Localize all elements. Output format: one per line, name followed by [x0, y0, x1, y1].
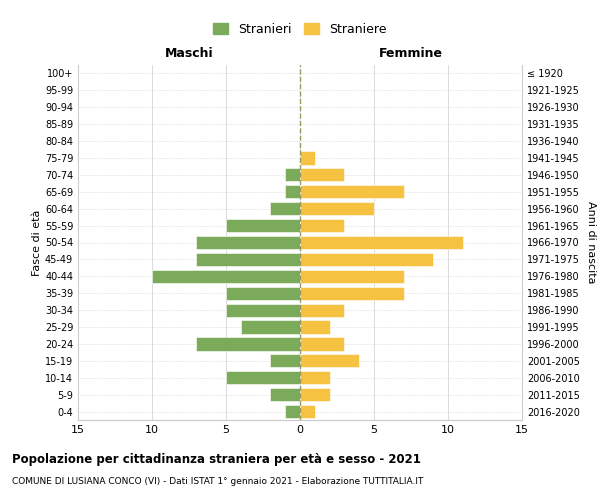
Bar — [226, 304, 300, 316]
Text: Maschi: Maschi — [164, 47, 214, 60]
Bar — [300, 320, 329, 334]
Bar — [152, 270, 300, 283]
Bar — [241, 320, 300, 334]
Bar — [300, 405, 315, 418]
Bar — [300, 219, 344, 232]
Legend: Stranieri, Straniere: Stranieri, Straniere — [208, 18, 392, 41]
Bar — [300, 388, 329, 401]
Bar — [300, 236, 463, 249]
Bar — [300, 286, 404, 300]
Text: COMUNE DI LUSIANA CONCO (VI) - Dati ISTAT 1° gennaio 2021 - Elaborazione TUTTITA: COMUNE DI LUSIANA CONCO (VI) - Dati ISTA… — [12, 478, 424, 486]
Bar — [300, 354, 359, 368]
Bar — [196, 253, 300, 266]
Bar — [285, 405, 300, 418]
Bar — [271, 388, 300, 401]
Bar — [300, 185, 404, 198]
Bar — [196, 236, 300, 249]
Bar — [196, 338, 300, 350]
Bar — [271, 202, 300, 215]
Bar — [271, 354, 300, 368]
Bar — [300, 168, 344, 181]
Bar — [300, 253, 433, 266]
Bar — [300, 270, 404, 283]
Bar — [300, 371, 329, 384]
Text: Femmine: Femmine — [379, 47, 443, 60]
Bar — [285, 168, 300, 181]
Bar — [300, 202, 374, 215]
Bar — [226, 371, 300, 384]
Bar — [226, 286, 300, 300]
Bar — [300, 152, 315, 164]
Y-axis label: Fasce di età: Fasce di età — [32, 210, 42, 276]
Bar — [285, 185, 300, 198]
Bar — [226, 219, 300, 232]
Text: Popolazione per cittadinanza straniera per età e sesso - 2021: Popolazione per cittadinanza straniera p… — [12, 452, 421, 466]
Bar — [300, 338, 344, 350]
Y-axis label: Anni di nascita: Anni di nascita — [586, 201, 596, 284]
Bar — [300, 304, 344, 316]
